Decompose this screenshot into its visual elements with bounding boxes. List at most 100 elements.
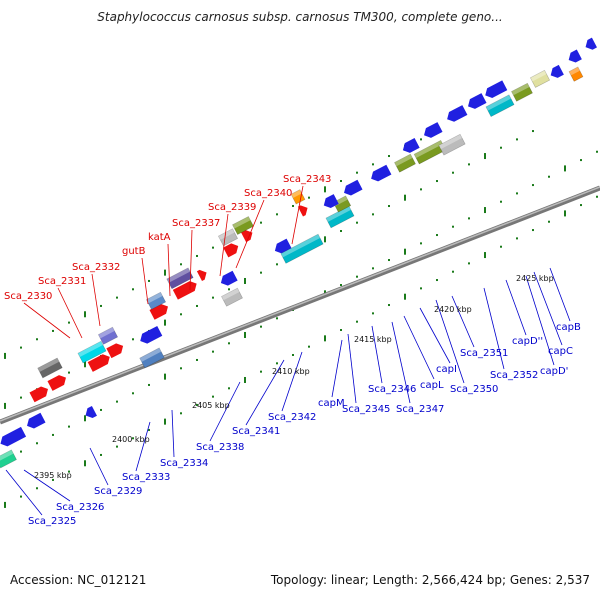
tick-mark <box>212 246 214 249</box>
gene-box-shine <box>146 292 163 304</box>
gene-label-up: Sca_2339 <box>208 202 256 213</box>
gene-label-up: Sca_2340 <box>244 188 292 199</box>
gene-box <box>511 82 533 102</box>
gene-label-up: gutB <box>122 246 146 257</box>
tick-mark <box>20 346 22 349</box>
tick-mark <box>196 304 198 307</box>
gene-block <box>297 205 308 217</box>
leader-up <box>23 302 71 339</box>
gene-label-down: Sca_2334 <box>160 458 208 469</box>
gene-block <box>29 386 48 403</box>
gene-block <box>323 194 339 209</box>
tick-mark <box>516 237 518 240</box>
gene-arrow-forward <box>47 375 66 391</box>
tick-mark <box>116 296 118 299</box>
tick-mark <box>132 288 134 291</box>
gene-box-shine <box>98 327 115 339</box>
gene-box-shine <box>325 206 351 222</box>
scale-label: 2425 kbp <box>516 274 554 283</box>
gene-block <box>280 233 324 264</box>
gene-box <box>438 133 466 156</box>
backbone-highlight <box>0 186 600 422</box>
gene-label-up: Sca_2332 <box>72 262 120 273</box>
gene-block <box>468 93 487 109</box>
gene-arrow-reverse <box>424 122 443 138</box>
gene-arrow-reverse <box>344 179 363 196</box>
tick-mark <box>276 317 278 320</box>
gene-arrow-reverse <box>550 64 564 78</box>
gene-box-shine <box>569 66 580 76</box>
tick-mark <box>68 470 70 473</box>
tick-mark <box>484 207 486 214</box>
strand-ticks <box>4 130 598 508</box>
leader-down <box>209 381 241 442</box>
tick-mark <box>116 400 118 403</box>
tick-mark <box>244 277 246 284</box>
backbone-line <box>0 185 600 425</box>
scale-label: 2420 kbp <box>434 305 472 314</box>
gene-box <box>568 66 584 82</box>
gene-label-down: Sca_2333 <box>122 472 170 483</box>
tick-mark <box>4 402 6 409</box>
gene-block <box>221 287 243 307</box>
gene-label-down: capI <box>436 364 457 375</box>
tick-mark <box>260 271 262 274</box>
gene-block <box>511 82 533 102</box>
tick-mark <box>276 362 278 365</box>
gene-box <box>529 69 551 88</box>
tick-mark <box>244 376 246 383</box>
tick-mark <box>372 267 374 270</box>
leader-down <box>347 333 357 404</box>
leader-down <box>331 339 343 398</box>
leader-down <box>391 321 411 404</box>
gene-label-up: katA <box>148 232 171 243</box>
tick-mark <box>452 225 454 228</box>
tick-mark <box>36 442 38 445</box>
gene-arrow-forward <box>241 230 253 243</box>
gene-arrow-reverse <box>27 412 46 429</box>
tick-mark <box>340 230 342 233</box>
leader-up <box>219 213 229 277</box>
gene-arrow-reverse <box>585 37 597 50</box>
tick-mark <box>84 460 86 467</box>
gene-block <box>37 357 63 379</box>
tick-mark <box>596 150 598 153</box>
gene-box <box>332 195 352 213</box>
topology-text: Topology: linear; Length: 2,566,424 bp; … <box>270 573 590 587</box>
gene-box-shine <box>511 83 530 96</box>
tick-mark <box>276 213 278 216</box>
tick-mark <box>196 254 198 257</box>
gene-arrow-forward <box>223 243 239 258</box>
gene-box <box>37 357 63 379</box>
tick-mark <box>324 186 326 193</box>
tick-mark <box>484 252 486 259</box>
leader-down <box>451 295 475 348</box>
gene-box-shine <box>438 134 463 150</box>
tick-mark <box>484 153 486 160</box>
leader-down <box>525 275 555 366</box>
gene-box <box>485 94 515 118</box>
tick-mark <box>388 155 390 158</box>
gene-block <box>87 354 110 372</box>
tick-mark <box>68 371 70 374</box>
tick-mark <box>4 501 6 508</box>
scale-label: 2405 kbp <box>192 401 230 410</box>
tick-mark <box>4 352 6 359</box>
tick-mark <box>388 259 390 262</box>
tick-mark <box>308 345 310 348</box>
gene-arrow-reverse <box>85 405 97 419</box>
tick-mark <box>148 428 150 431</box>
tick-mark <box>52 433 54 436</box>
gene-label-down: capB <box>556 322 581 333</box>
gene-label-up: Sca_2330 <box>4 291 52 302</box>
tick-mark <box>260 221 262 224</box>
gene-arrow-forward <box>87 354 110 372</box>
gene-label-down: Sca_2341 <box>232 426 280 437</box>
gene-box-shine <box>218 228 235 240</box>
gene-block <box>529 69 551 88</box>
tick-mark <box>180 367 182 370</box>
tick-mark <box>468 262 470 265</box>
tick-mark <box>164 319 166 326</box>
gene-box <box>280 233 324 264</box>
